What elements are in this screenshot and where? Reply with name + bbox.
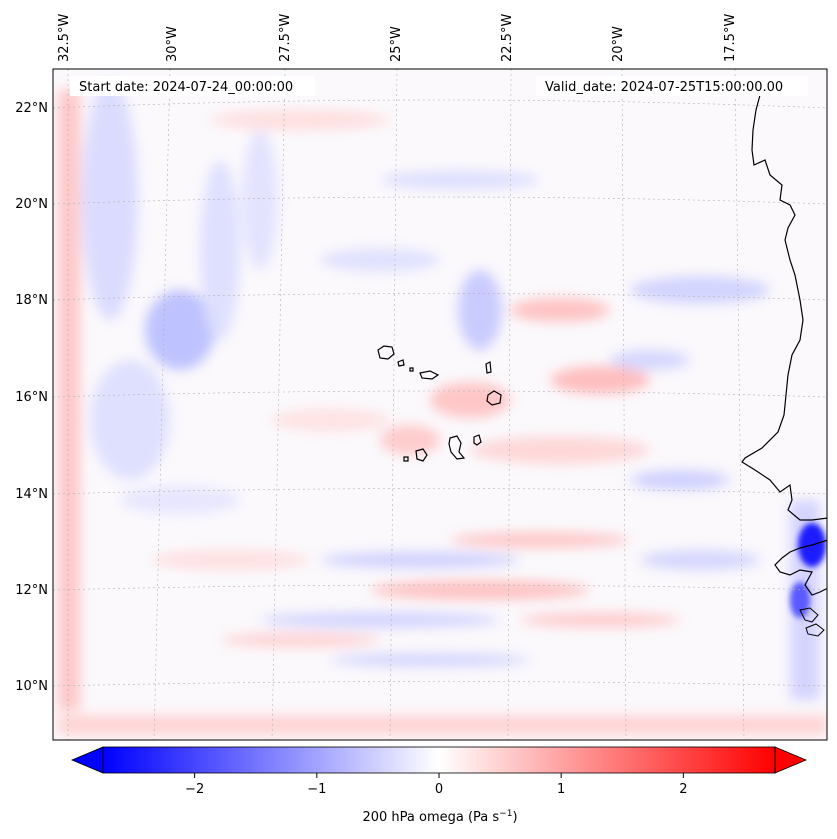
colorbar-title: 200 hPa omega (Pa s−1): [362, 809, 517, 825]
colorbar-gradient: [103, 747, 775, 773]
lon-label: 20°W: [611, 26, 626, 62]
lon-label: 30°W: [165, 26, 180, 62]
colorbar-tick-label: 2: [679, 782, 687, 797]
lat-label: 22°N: [15, 101, 48, 116]
colorbar: −2 −1 0 1 2 200 hPa omega (Pa s−1): [70, 746, 808, 825]
colorbar-tick-label: −2: [185, 782, 204, 797]
colorbar-tick-label: 1: [557, 782, 565, 797]
lat-label: 20°N: [15, 197, 48, 212]
valid-date-text: Valid_date: 2024-07-25T15:00:00.00: [545, 80, 783, 95]
colorbar-low-extend: [70, 746, 104, 774]
latitude-labels: 22°N 20°N 18°N 16°N 14°N 12°N 10°N: [15, 101, 48, 694]
lat-label: 16°N: [15, 390, 48, 405]
start-date-text: Start date: 2024-07-24_00:00:00: [79, 80, 293, 95]
lon-label: 17.5°W: [723, 14, 738, 62]
bissau-islands: [799, 607, 825, 637]
lat-label: 18°N: [15, 293, 48, 308]
colorbar-high-extend: [774, 746, 808, 774]
colorbar-tick-label: 0: [435, 782, 443, 797]
lat-label: 12°N: [15, 583, 48, 598]
lon-label: 25°W: [389, 26, 404, 62]
cape-verde-islands: [377, 345, 502, 462]
longitude-labels: 32.5°W 30°W 27.5°W 25°W 22.5°W 20°W 17.5…: [57, 14, 738, 62]
valid-date-box: [536, 76, 808, 96]
lon-label: 27.5°W: [278, 14, 293, 62]
africa-coastline: [741, 94, 827, 521]
lat-label: 10°N: [15, 679, 48, 694]
lon-label: 32.5°W: [57, 14, 72, 62]
colorbar-tick-label: −1: [307, 782, 326, 797]
colorbar-ticks: −2 −1 0 1 2: [185, 773, 688, 797]
graticule: [53, 69, 827, 740]
omega-field: Start date: 2024-07-24_00:00:00 Valid_da…: [53, 69, 827, 740]
lon-label: 22.5°W: [500, 14, 515, 62]
lat-label: 14°N: [15, 487, 48, 502]
start-date-box: [70, 76, 315, 96]
guinea-coastline: [774, 539, 827, 596]
plot-frame: [52, 68, 828, 741]
